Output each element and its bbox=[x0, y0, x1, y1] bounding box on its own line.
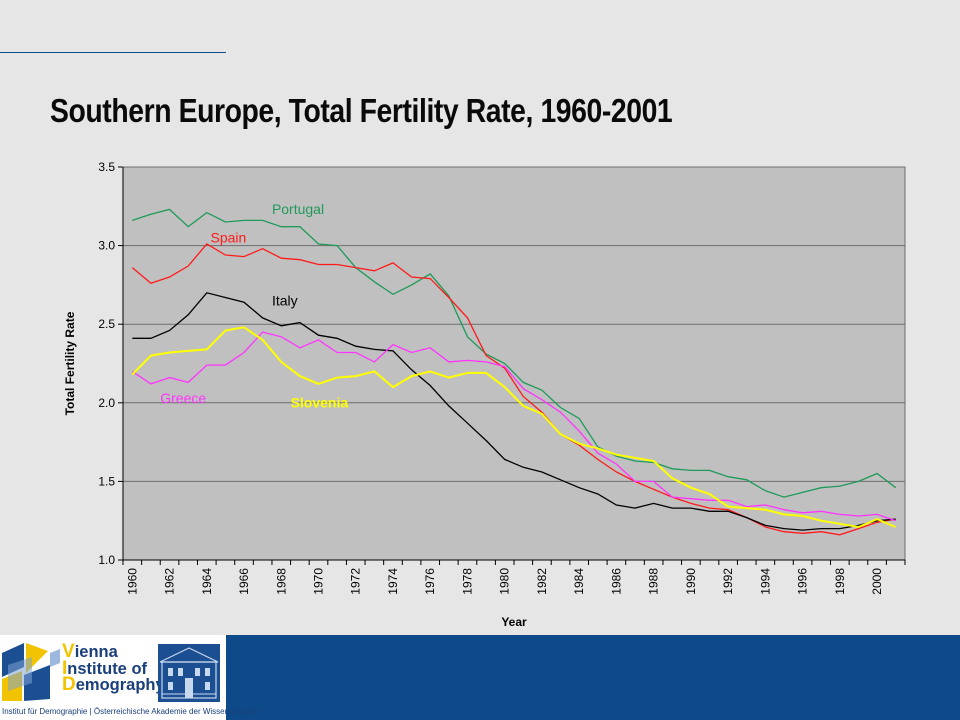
series-label-slovenia: Slovenia bbox=[291, 395, 349, 411]
x-tick-label: 1992 bbox=[721, 568, 735, 595]
x-tick-label: 1968 bbox=[274, 568, 288, 595]
x-tick-label: 1994 bbox=[758, 568, 772, 595]
x-tick-label: 2000 bbox=[870, 568, 884, 595]
footer-bar: Vienna Institute of Demography Institut … bbox=[0, 635, 960, 720]
top-rule bbox=[0, 52, 226, 53]
x-axis-title: Year bbox=[501, 615, 527, 629]
slide-title: Southern Europe, Total Fertility Rate, 1… bbox=[50, 92, 673, 129]
series-line-portugal bbox=[132, 208, 897, 498]
academy-building-icon bbox=[158, 644, 220, 702]
x-tick-label: 1980 bbox=[498, 568, 512, 595]
y-tick-label: 2.0 bbox=[98, 396, 115, 410]
y-tick-label: 3.0 bbox=[98, 239, 115, 253]
series-line-spain bbox=[131, 243, 896, 536]
x-tick-label: 1998 bbox=[833, 568, 847, 595]
series-label-spain: Spain bbox=[211, 229, 247, 245]
y-tick-label: 1.5 bbox=[98, 474, 115, 488]
plot-area bbox=[123, 167, 905, 560]
logo-line-2: Institute of bbox=[62, 657, 148, 679]
x-tick-label: 1990 bbox=[684, 568, 698, 595]
vid-logo: Vienna Institute of Demography Institut … bbox=[0, 635, 259, 720]
logo-line-3: Demography bbox=[62, 674, 165, 695]
x-tick-label: 1982 bbox=[535, 568, 549, 595]
x-tick-label: 1960 bbox=[125, 568, 139, 595]
series-line-italy bbox=[132, 292, 896, 531]
x-tick-label: 1966 bbox=[237, 568, 251, 595]
footer-caption: Institut für Demographie | Österreichisc… bbox=[2, 707, 260, 716]
x-tick-label: 1962 bbox=[163, 568, 177, 595]
y-tick-label: 2.5 bbox=[98, 317, 115, 331]
series-label-greece: Greece bbox=[160, 390, 206, 406]
x-tick-label: 1974 bbox=[386, 568, 400, 595]
x-tick-label: 1970 bbox=[312, 568, 326, 595]
series-line-slovenia bbox=[131, 326, 897, 529]
x-tick-label: 1986 bbox=[609, 568, 623, 595]
x-tick-label: 1996 bbox=[796, 568, 810, 595]
logo-line-1: Vienna bbox=[62, 641, 118, 662]
x-tick-label: 1972 bbox=[349, 568, 363, 595]
series-line-greece bbox=[131, 331, 896, 522]
y-tick-label: 3.5 bbox=[98, 160, 115, 174]
x-tick-label: 1988 bbox=[647, 568, 661, 595]
fertility-chart: 1.0 1.5 2.0 2.5 3.0 3.5 1960 1962 1964 1966 1968 19… bbox=[63, 160, 906, 629]
vid-logo-mark-icon bbox=[2, 643, 60, 701]
series-label-italy: Italy bbox=[272, 292, 298, 308]
x-tick-label: 1964 bbox=[200, 568, 214, 595]
y-axis-title: Total Fertility Rate bbox=[63, 311, 77, 415]
y-tick-label: 1.0 bbox=[98, 553, 115, 567]
logo-text: Vienna Institute of Demography bbox=[62, 641, 165, 695]
x-tick-label: 1978 bbox=[460, 568, 474, 595]
x-tick-label: 1976 bbox=[423, 568, 437, 595]
series-label-portugal: Portugal bbox=[272, 201, 324, 217]
x-tick-label: 1984 bbox=[572, 568, 586, 595]
